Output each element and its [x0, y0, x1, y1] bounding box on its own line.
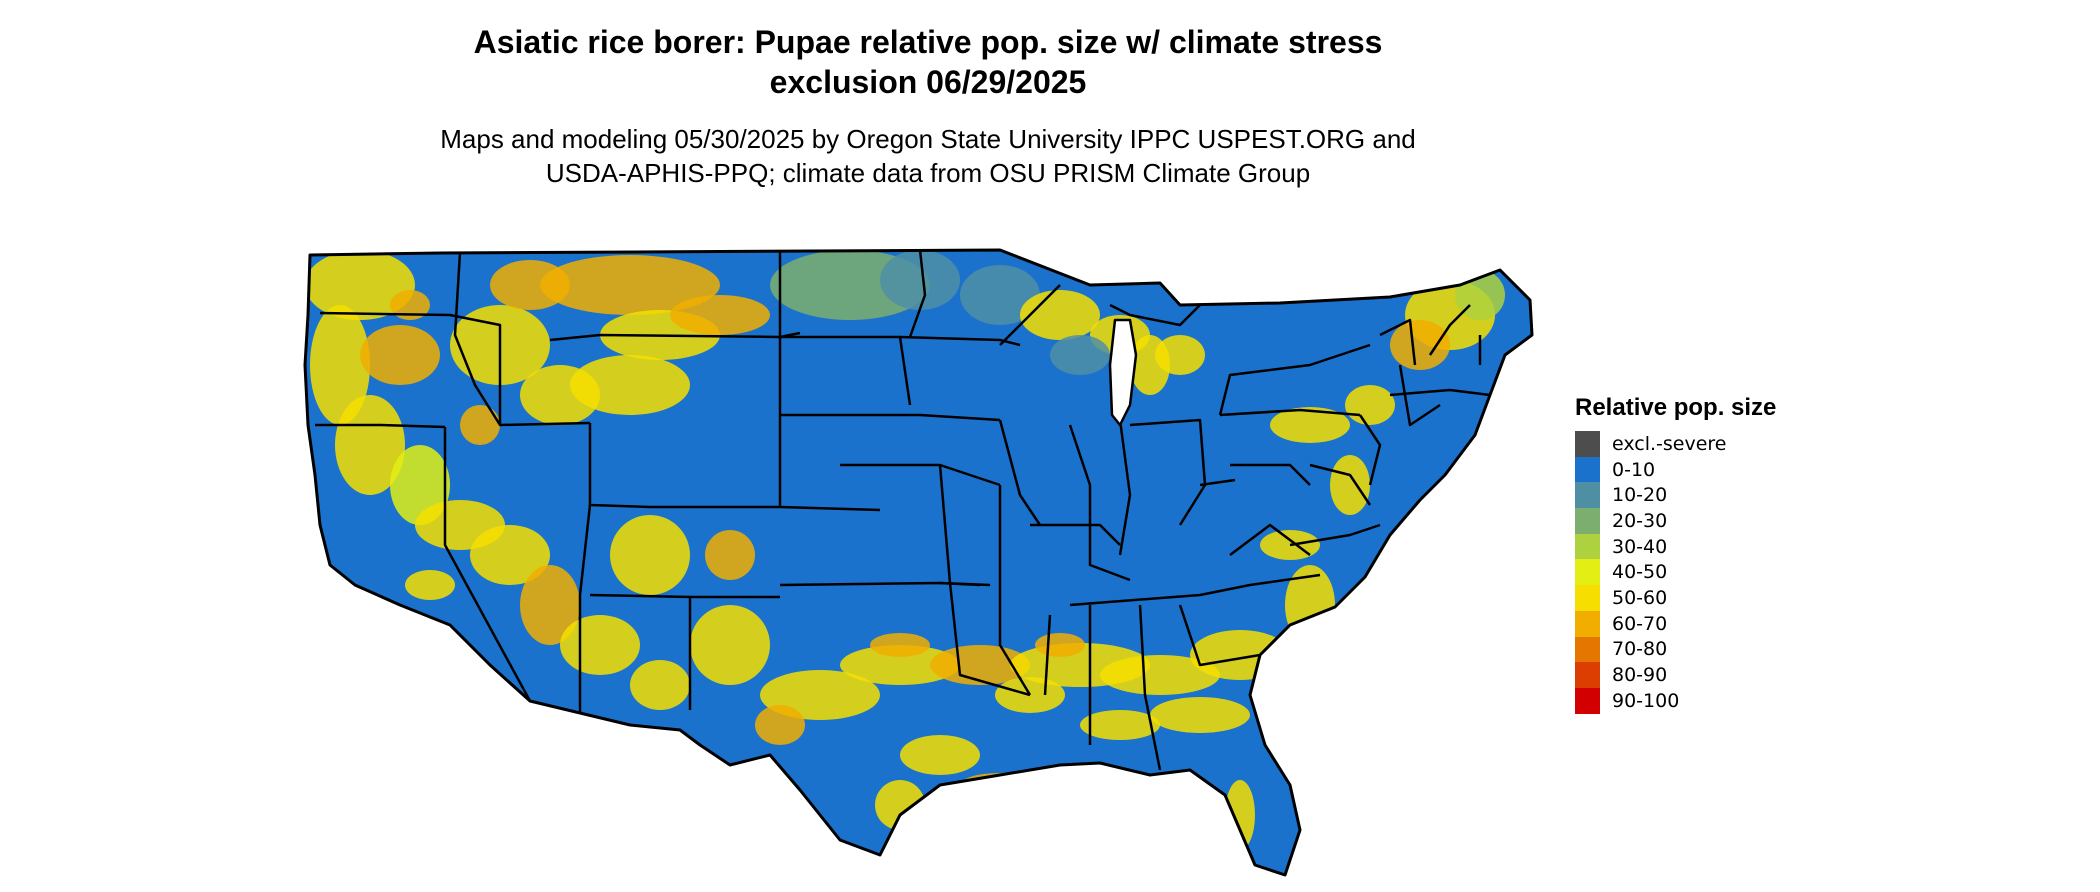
- map-title-line-1: Asiatic rice borer: Pupae relative pop. …: [473, 24, 1383, 60]
- legend-item: 30-40: [1575, 533, 1855, 560]
- map-fill-layer: [305, 250, 1532, 875]
- population-patch: [1345, 385, 1395, 425]
- population-patch: [670, 295, 770, 335]
- legend-swatch: [1575, 687, 1600, 714]
- population-patch: [540, 255, 720, 315]
- legend-item: 20-30: [1575, 508, 1855, 534]
- legend-title: Relative pop. size: [1575, 394, 1777, 421]
- legend-swatch: [1575, 508, 1600, 534]
- population-patch: [1390, 320, 1450, 370]
- legend-label: 50-60: [1612, 586, 1668, 609]
- population-patch: [880, 250, 960, 310]
- population-patch: [1020, 290, 1100, 340]
- legend-item: 10-20: [1575, 482, 1855, 509]
- population-patch: [610, 515, 690, 595]
- interior-state-lines: [315, 249, 1491, 771]
- population-patch: [1270, 407, 1350, 443]
- legend: Relative pop. size excl.-severe 0-10 10-20…: [1575, 393, 1855, 714]
- population-patch: [960, 773, 1040, 797]
- legend-swatch: [1575, 636, 1600, 663]
- population-patch: [570, 355, 690, 415]
- state-borders: [303, 248, 1534, 877]
- legend-label: 90-100: [1612, 689, 1680, 712]
- us-map-svg: [303, 248, 1534, 877]
- population-patch: [840, 645, 960, 685]
- legend-swatch: [1575, 610, 1600, 637]
- population-patch: [1330, 455, 1370, 515]
- legend-swatch: [1575, 431, 1600, 457]
- map-subtitle-line-2: USDA-APHIS-PPQ; climate data from OSU PR…: [545, 158, 1311, 188]
- population-patch: [870, 633, 930, 657]
- legend-swatch: [1575, 456, 1600, 483]
- legend-label: 30-40: [1612, 535, 1668, 558]
- population-patch: [690, 605, 770, 685]
- legend-swatch: [1575, 662, 1600, 688]
- legend-label: 0-10: [1612, 458, 1656, 481]
- population-patch: [560, 615, 640, 675]
- legend-item: 70-80: [1575, 636, 1855, 663]
- legend-item: 80-90: [1575, 662, 1855, 688]
- legend-label: 80-90: [1612, 664, 1668, 687]
- legend-label: 60-70: [1612, 612, 1668, 635]
- title-block: Asiatic rice borer: Pupae relative pop. …: [0, 22, 1856, 190]
- lake-michigan: [1108, 318, 1138, 427]
- population-patch: [755, 705, 805, 745]
- population-patch: [1190, 630, 1290, 680]
- population-patch: [705, 530, 755, 580]
- legend-item: 60-70: [1575, 610, 1855, 637]
- population-patch: [310, 305, 370, 425]
- population-patch: [335, 395, 405, 495]
- population-patch: [520, 565, 580, 645]
- population-patch: [1225, 780, 1255, 850]
- population-patch: [1080, 710, 1160, 740]
- population-patch: [875, 780, 925, 830]
- population-patch: [1150, 697, 1250, 733]
- legend-item: 90-100: [1575, 687, 1855, 714]
- legend-item: 50-60: [1575, 585, 1855, 611]
- legend-item: 40-50: [1575, 559, 1855, 586]
- legend-items: excl.-severe 0-10 10-20 20-30 30-40 40-50 50-6…: [1575, 431, 1855, 714]
- population-patch: [1155, 335, 1205, 375]
- population-patch: [1050, 335, 1110, 375]
- population-patch: [305, 250, 415, 320]
- population-patches: [305, 250, 1505, 850]
- population-patch: [405, 570, 455, 600]
- map-title-line-2: exclusion 06/29/2025: [769, 64, 1087, 100]
- us-map: [300, 225, 1540, 890]
- legend-label: 20-30: [1612, 509, 1668, 532]
- population-patch: [900, 735, 980, 775]
- legend-label: 70-80: [1612, 638, 1668, 661]
- legend-item: excl.-severe: [1575, 431, 1855, 457]
- population-patch: [390, 290, 430, 320]
- population-patch: [1035, 633, 1085, 657]
- map-subtitle-line-1: Maps and modeling 05/30/2025 by Oregon S…: [440, 124, 1416, 154]
- legend-label: excl.-severe: [1612, 432, 1727, 455]
- population-patch: [360, 325, 440, 385]
- legend-item: 0-10: [1575, 456, 1855, 483]
- legend-swatch: [1575, 533, 1600, 560]
- legend-swatch: [1575, 559, 1600, 586]
- legend-swatch: [1575, 482, 1600, 509]
- population-patch: [1100, 655, 1220, 695]
- legend-label: 40-50: [1612, 561, 1668, 584]
- population-patch: [630, 660, 690, 710]
- national-outline: [303, 248, 1534, 877]
- population-patch: [470, 525, 550, 585]
- legend-swatch: [1575, 585, 1600, 611]
- population-patch: [460, 405, 500, 445]
- population-patch: [960, 265, 1040, 325]
- legend-label: 10-20: [1612, 484, 1668, 507]
- subtitle-block: Maps and modeling 05/30/2025 by Oregon S…: [0, 122, 1856, 190]
